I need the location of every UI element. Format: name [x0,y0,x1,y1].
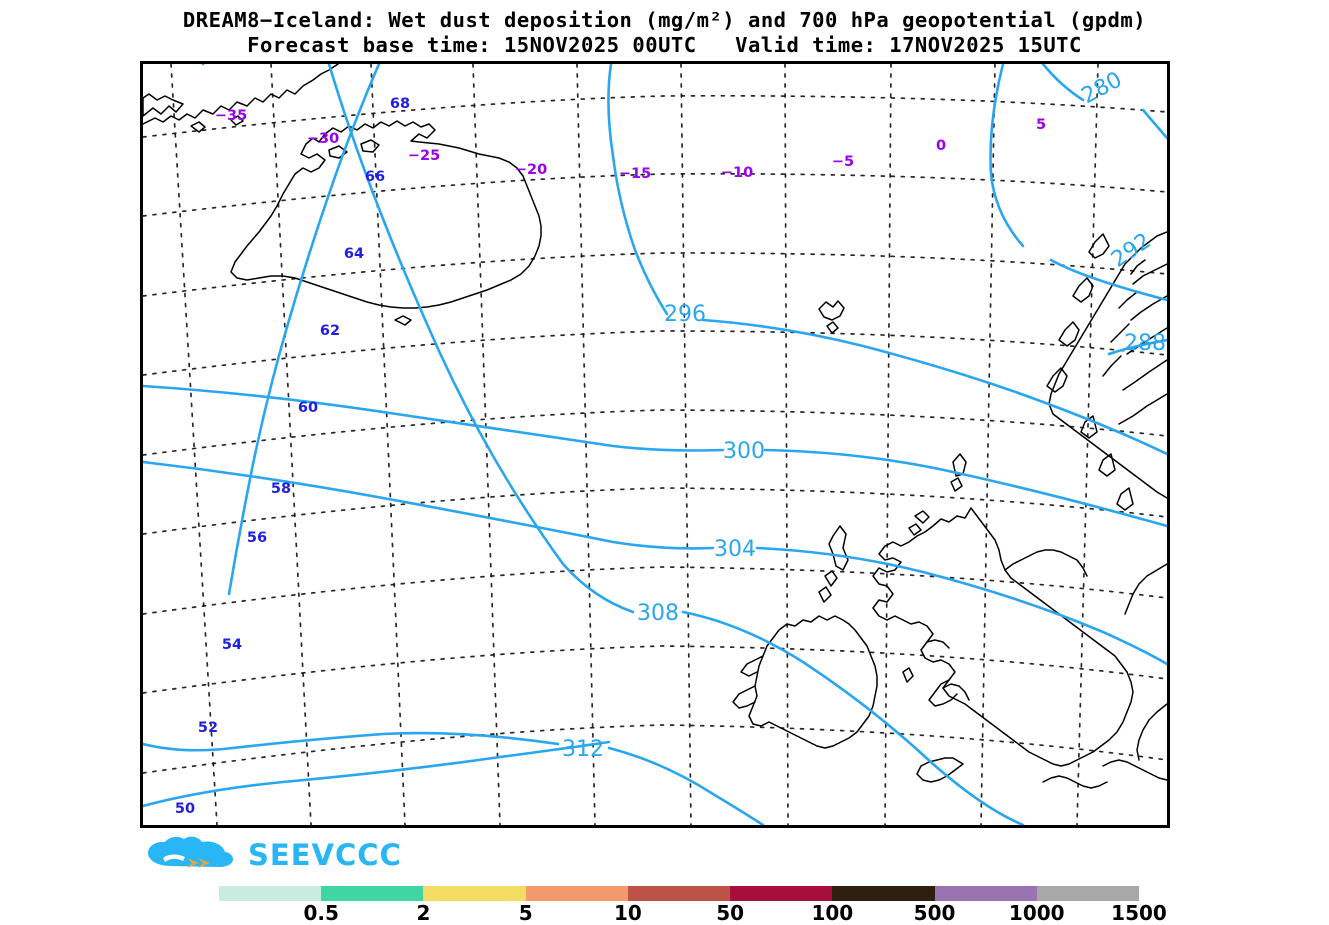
page-title: DREAM8−Iceland: Wet dust deposition (mg/… [182,8,1147,32]
colorbar-segment-3 [525,886,628,901]
colorbar-segment-7 [934,886,1037,901]
geopotential-contours [143,64,1167,825]
coastlines [143,64,1167,789]
geopotential-label: 296 [664,302,706,327]
forecast-time-subtitle: Forecast base time: 15NOV2025 00UTC Vali… [247,33,1082,57]
latitude-labels: 68 66 64 62 60 58 56 54 52 50 [175,96,410,817]
lat-label: 64 [344,246,364,262]
lon-label: 5 [1036,117,1046,133]
colorbar-segment-1 [321,886,424,901]
colorbar-label: 0.5 [303,901,339,925]
geopotential-label: 312 [562,737,604,762]
lat-label: 58 [271,481,291,497]
lat-label: 68 [390,96,410,112]
map-frame[interactable]: −35 −30 −25 −20 −15 −10 −5 0 5 68 66 64 … [140,61,1170,828]
lon-label: −25 [408,148,440,164]
geopotential-label: 280 [1078,67,1127,109]
lon-label: 0 [936,138,946,154]
lon-label: −35 [215,108,247,124]
lat-label: 66 [365,169,385,185]
lon-label: −10 [721,165,753,181]
geopotential-label: 300 [723,439,765,464]
lat-label: 54 [222,637,242,653]
lat-label: 56 [247,530,267,546]
graticule-latitudes [143,94,1167,774]
colorbar-label: 10 [613,901,642,925]
lon-label: −15 [619,166,651,182]
colorbar-segment-5 [730,886,833,901]
colorbar-label: 1000 [1008,901,1065,925]
colorbar-segment-2 [423,886,526,901]
map-canvas[interactable]: −35 −30 −25 −20 −15 −10 −5 0 5 68 66 64 … [143,64,1167,825]
colorbar-label: 5 [518,901,533,925]
colorbar-label: 500 [913,901,956,925]
colorbar-label: 2 [416,901,431,925]
lon-label: −30 [307,131,339,147]
longitude-labels: −35 −30 −25 −20 −15 −10 −5 0 5 [215,108,1046,182]
colorbar-segment-6 [832,886,935,901]
colorbar-segment-0 [219,886,322,901]
geopotential-label: 308 [637,601,679,626]
lat-label: 50 [175,801,195,817]
geopotential-labels: 280 292 288 296 300 304 308 312 [562,67,1166,762]
lat-label: 60 [298,400,318,416]
colorbar-segment-4 [627,886,731,901]
lon-label: −20 [515,162,547,178]
cloud-icon [148,836,233,868]
colorbar-segment-8 [1036,886,1139,901]
lat-label: 52 [198,720,218,736]
colorbar [219,886,1139,901]
colorbar-label: 50 [716,901,745,925]
colorbar-labels: 0.5 2 5 10 50 100 500 1000 1500 [219,901,1167,925]
seevccc-logo[interactable]: SEEVCCC [145,836,402,874]
lon-label: −5 [832,154,854,170]
geopotential-label: 288 [1124,331,1166,356]
geopotential-label: 304 [714,537,756,562]
map-svg: −35 −30 −25 −20 −15 −10 −5 0 5 68 66 64 … [143,64,1167,825]
colorbar-label: 100 [811,901,854,925]
logo-text: SEEVCCC [248,837,402,872]
title-block: DREAM8−Iceland: Wet dust deposition (mg/… [0,8,1329,58]
geopotential-label: 292 [1107,229,1156,273]
colorbar-label: 1500 [1111,901,1167,925]
lat-label: 62 [320,323,340,339]
